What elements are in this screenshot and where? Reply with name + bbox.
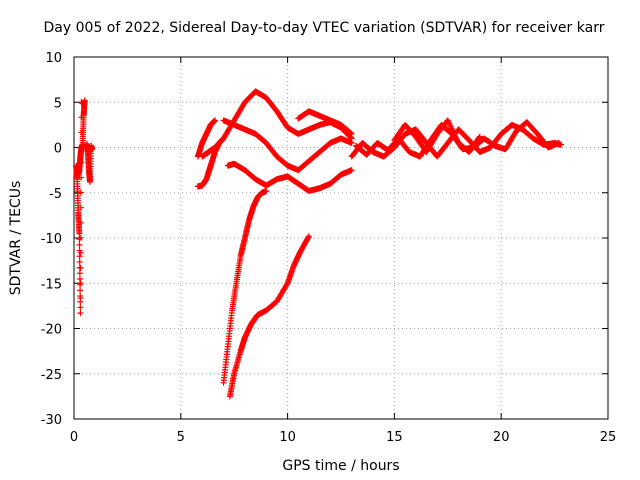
x-axis-ticks: 0 5 10 15 20 25 xyxy=(70,57,616,445)
y-tick-label: 10 xyxy=(45,51,62,66)
data-point xyxy=(76,270,83,277)
data-point xyxy=(76,253,83,260)
y-axis-ticks: -30 -25 -20 -15 -10 -5 0 5 10 xyxy=(41,51,608,428)
data-point xyxy=(77,234,84,241)
x-tick-label: 15 xyxy=(386,430,403,445)
x-axis-title: GPS time / hours xyxy=(282,458,399,474)
data-point xyxy=(77,304,84,311)
x-tick-label: 25 xyxy=(600,430,617,445)
series-early-arc-c xyxy=(83,140,96,185)
x-tick-label: 20 xyxy=(493,430,510,445)
data-point xyxy=(476,133,483,140)
data-marks xyxy=(73,88,565,400)
x-tick-label: 5 xyxy=(177,430,185,445)
grid xyxy=(74,57,608,419)
data-point xyxy=(77,279,84,286)
data-point xyxy=(81,97,88,104)
data-point xyxy=(476,134,483,141)
series-arc-2 xyxy=(194,117,218,160)
y-axis-title: SDTVAR / TECUs xyxy=(8,181,24,296)
data-point xyxy=(77,264,84,271)
data-point xyxy=(89,146,96,153)
chart-title: Day 005 of 2022, Sidereal Day-to-day VTE… xyxy=(44,20,605,36)
data-point xyxy=(77,249,84,256)
y-tick-label: -20 xyxy=(41,323,62,338)
data-point xyxy=(76,241,83,248)
y-tick-label: -5 xyxy=(49,187,62,202)
y-tick-label: -25 xyxy=(41,368,62,383)
data-point xyxy=(77,295,84,302)
y-tick-label: 5 xyxy=(54,96,62,111)
data-point xyxy=(211,117,218,124)
data-point xyxy=(77,219,84,226)
data-point xyxy=(76,258,83,265)
data-point xyxy=(348,139,355,146)
data-point xyxy=(78,174,85,181)
data-point xyxy=(555,139,562,146)
x-tick-label: 10 xyxy=(279,430,296,445)
data-point xyxy=(305,234,312,241)
series-arc-4 xyxy=(220,117,355,174)
y-tick-label: -10 xyxy=(41,232,62,247)
data-point xyxy=(77,287,84,294)
series-arc-7 xyxy=(226,233,312,400)
data-point xyxy=(305,233,312,240)
data-point xyxy=(263,187,270,194)
data-point xyxy=(77,310,84,317)
series-arc-8 xyxy=(295,108,355,137)
series-arc-6 xyxy=(220,187,270,386)
y-tick-label: 0 xyxy=(54,142,62,157)
data-point xyxy=(347,130,354,137)
data-point xyxy=(78,189,85,196)
y-tick-label: -30 xyxy=(41,413,62,428)
series-arc-5 xyxy=(224,160,355,194)
series-arc-11 xyxy=(391,117,483,156)
series-early-arc-b xyxy=(75,97,88,178)
data-point xyxy=(76,275,83,282)
y-tick-label: -15 xyxy=(41,277,62,292)
data-point xyxy=(76,230,83,237)
x-tick-label: 0 xyxy=(70,430,78,445)
data-point xyxy=(77,204,84,211)
data-point xyxy=(348,130,355,137)
data-point xyxy=(348,167,355,174)
data-point xyxy=(76,236,83,243)
